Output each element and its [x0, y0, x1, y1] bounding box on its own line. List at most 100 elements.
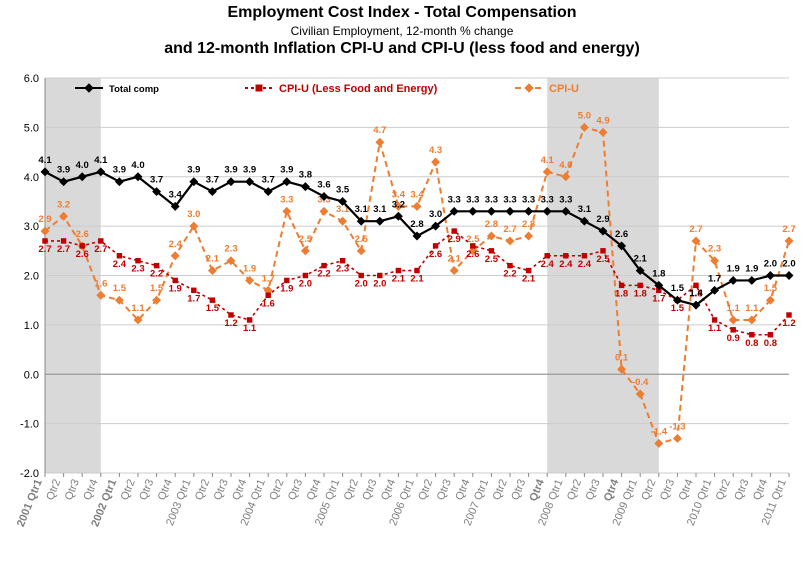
data-label: 1.9	[169, 283, 182, 294]
data-label: 3.4	[169, 189, 183, 200]
data-label: 2.0	[355, 279, 368, 290]
data-label: 2.0	[782, 259, 795, 270]
y-tick-label: 4.0	[24, 172, 39, 184]
data-label: 0.9	[727, 333, 740, 344]
data-label: 2.2	[150, 269, 163, 280]
x-tick-label: Qtr2	[639, 478, 658, 502]
data-label: 2.4	[169, 239, 183, 250]
data-label: 2.9	[38, 214, 51, 225]
data-label: 0.8	[764, 338, 777, 349]
x-tick-label: Qtr2	[342, 478, 361, 502]
data-label: 2.3	[224, 244, 237, 255]
y-tick-label: -1.0	[20, 419, 39, 431]
data-label: 1.9	[727, 263, 740, 274]
data-label: 2.8	[522, 219, 535, 230]
data-label: 2.9	[448, 234, 461, 245]
data-label: 1.6	[94, 278, 107, 289]
data-label: 3.9	[187, 165, 200, 176]
y-tick-label: -2.0	[20, 468, 39, 480]
data-label: 3.0	[187, 209, 200, 220]
data-label: 4.3	[429, 145, 442, 156]
data-label: 3.2	[57, 199, 70, 210]
x-tick-label: Qtr3	[63, 478, 82, 502]
data-label: 2.6	[615, 229, 628, 240]
data-label: 2.4	[113, 259, 127, 270]
data-label: 3.3	[280, 194, 293, 205]
data-label: 3.3	[541, 194, 554, 205]
data-label: 3.0	[429, 209, 442, 220]
data-label: 1.1	[131, 303, 145, 314]
x-tick-label: Qtr3	[286, 478, 305, 502]
data-label: 1.7	[187, 293, 200, 304]
x-tick-label: Qtr4	[305, 478, 324, 502]
data-label: 2.1	[522, 274, 536, 285]
x-tick-label: Qtr3	[658, 478, 677, 502]
x-tick-label: Qtr4	[602, 477, 622, 503]
x-tick-label: Qtr2	[491, 478, 510, 502]
legend-label: CPI-U	[549, 83, 579, 95]
data-label: 1.2	[782, 318, 795, 329]
x-tick-label: Qtr4	[379, 478, 398, 502]
data-label: 1.1	[708, 323, 722, 334]
data-label: 3.3	[448, 194, 461, 205]
data-label: 1.5	[206, 303, 220, 314]
eci-inflation-chart: -2.0-1.00.01.02.03.04.05.06.02001 Qtr1Qt…	[0, 58, 804, 558]
data-label: 2.0	[299, 279, 312, 290]
data-label: 2.5	[355, 234, 369, 245]
data-label: 1.5	[150, 283, 164, 294]
data-label: 3.5	[336, 184, 350, 195]
data-label: 3.3	[559, 194, 572, 205]
data-label: 4.1	[94, 155, 108, 166]
x-tick-label: Qtr4	[230, 478, 249, 502]
data-label: 1.8	[652, 268, 665, 279]
data-label: 2.1	[392, 274, 406, 285]
data-label: 3.1	[578, 204, 592, 215]
data-label: 2.2	[503, 269, 516, 280]
data-label: 1.4	[689, 288, 703, 299]
legend-label: CPI-U (Less Food and Energy)	[279, 83, 438, 95]
x-tick-label: Qtr3	[137, 478, 156, 502]
legend-label: Total comp	[109, 84, 159, 95]
data-label: 4.0	[559, 160, 572, 171]
data-label: 3.9	[280, 165, 293, 176]
data-label: 1.9	[243, 263, 256, 274]
data-label: 1.2	[224, 318, 237, 329]
data-label: 2.5	[299, 234, 313, 245]
data-label: 3.9	[113, 165, 126, 176]
x-tick-label: Qtr2	[193, 478, 212, 502]
data-label: 1.8	[634, 288, 647, 299]
y-tick-label: 1.0	[24, 320, 39, 332]
data-label: 2.6	[466, 249, 479, 260]
data-label: 2.1	[634, 254, 648, 265]
data-label: 2.4	[578, 259, 592, 270]
data-label: 4.1	[38, 155, 52, 166]
data-label: 1.9	[745, 263, 758, 274]
data-label: 1.7	[652, 293, 665, 304]
data-label: -1.4	[651, 426, 668, 437]
x-tick-label: Qtr4	[751, 478, 770, 502]
data-label: 2.3	[336, 264, 349, 275]
y-tick-label: 5.0	[24, 122, 39, 134]
x-tick-label: Qtr4	[677, 478, 696, 502]
x-tick-label: Qtr4	[81, 478, 100, 502]
data-label: 4.7	[373, 125, 386, 136]
data-label: -1.3	[669, 421, 685, 432]
x-tick-label: Qtr2	[714, 478, 733, 502]
data-label: 2.7	[94, 244, 107, 255]
data-label: 3.4	[410, 189, 424, 200]
title-line-1: Employment Cost Index - Total Compensati…	[0, 4, 804, 22]
x-tick-label: Qtr3	[435, 478, 454, 502]
data-label: 4.9	[596, 115, 609, 126]
data-label: 5.0	[578, 110, 591, 121]
data-label: 2.7	[689, 224, 702, 235]
data-label: 0.1	[615, 352, 629, 363]
data-label: 2.7	[38, 244, 51, 255]
legend: Total comp CPI-U (Less Food and Energy) CP…	[75, 83, 579, 95]
data-label: 3.1	[355, 204, 369, 215]
data-label: 1.5	[113, 283, 127, 294]
data-label: 2.5	[485, 254, 499, 265]
data-label: 3.7	[262, 175, 275, 186]
data-label: 3.8	[299, 170, 312, 181]
x-tick-label: Qtr3	[732, 478, 751, 502]
data-label: 2.0	[764, 259, 777, 270]
